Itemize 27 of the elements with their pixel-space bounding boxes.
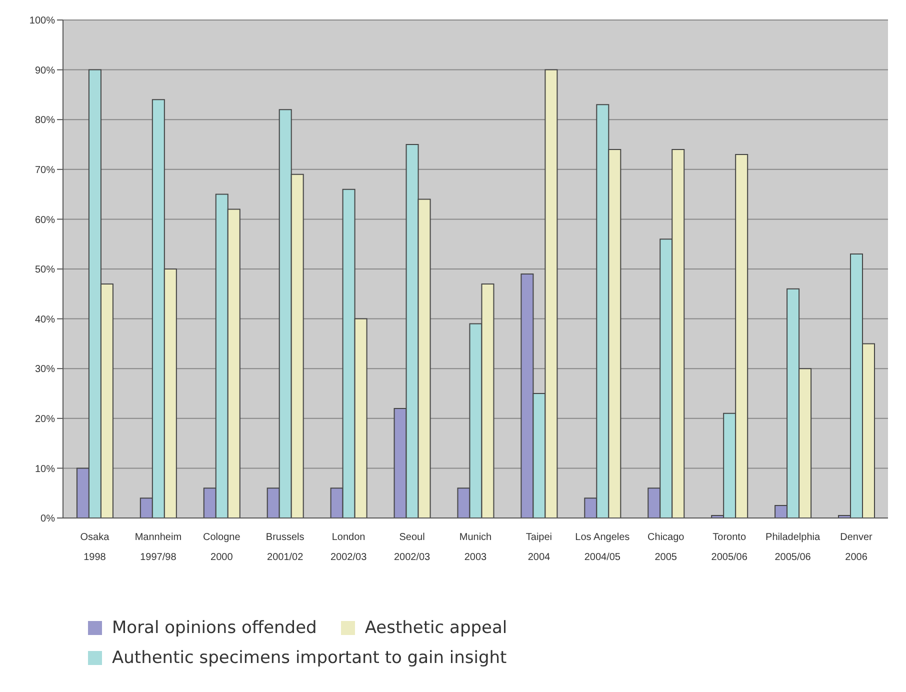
y-tick-label: 40% — [34, 314, 56, 326]
x-tick-label: Osaka 1998 — [80, 532, 110, 563]
y-tick-label: 30% — [34, 364, 56, 376]
x-tick-label: Philadelphia 2005/06 — [766, 532, 820, 563]
x-tick-label: Munich 2003 — [459, 532, 492, 563]
y-tick-label: 70% — [34, 164, 56, 176]
x-tick-label: Denver 2006 — [840, 532, 874, 563]
y-tick-label: 10% — [34, 464, 56, 475]
y-tick-label: 90% — [34, 65, 56, 76]
y-tick-label: 60% — [34, 214, 56, 226]
x-tick-label: Mannheim 1997/98 — [134, 532, 182, 563]
legend-label: Authentic specimens important to gain insight — [112, 648, 507, 668]
x-tick-label: Seoul 2002/03 — [394, 532, 431, 563]
x-tick-label: Cologne 2000 — [203, 532, 241, 563]
legend-label: Aesthetic appeal — [364, 618, 508, 638]
x-tick-label: London 2002/03 — [330, 532, 368, 563]
y-tick-label: 50% — [34, 264, 56, 276]
x-tick-label: Taipei 2004 — [526, 532, 552, 563]
x-tick-label: Brussels 2001/02 — [266, 532, 304, 563]
x-tick-label: Los Angeles 2004/05 — [575, 532, 630, 563]
y-tick-label: 100% — [29, 16, 56, 27]
x-tick-label: Chicago 2005 — [648, 532, 685, 563]
y-tick-label: 80% — [34, 115, 56, 126]
y-tick-label: 0% — [40, 514, 56, 525]
x-tick-label: Toronto 2005/06 — [711, 532, 748, 563]
legend-label: Moral opinions offended — [112, 618, 317, 638]
y-tick-label: 20% — [34, 414, 56, 425]
